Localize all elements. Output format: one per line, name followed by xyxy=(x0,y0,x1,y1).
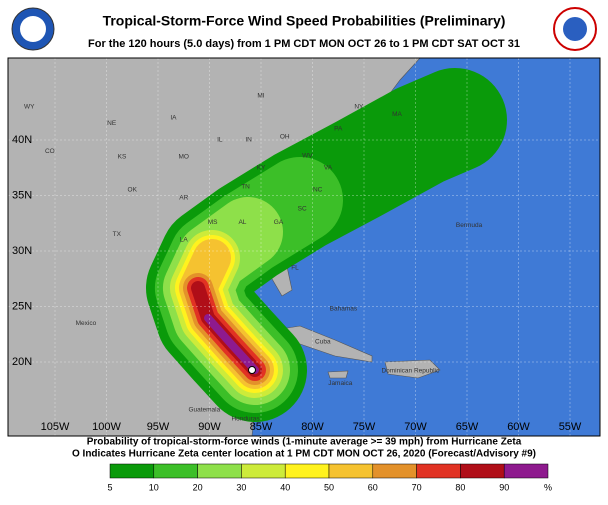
legend-swatch xyxy=(372,463,417,479)
lat-label: 30N xyxy=(12,245,32,257)
place-label: MO xyxy=(179,153,189,160)
place-label: NC xyxy=(313,187,323,194)
place-label: MS xyxy=(208,219,218,226)
legend-label: 50 xyxy=(324,482,334,492)
legend-swatch xyxy=(328,463,374,479)
legend-label: 10 xyxy=(149,482,159,492)
lat-label: 40N xyxy=(12,134,32,146)
place-label: IA xyxy=(170,115,177,122)
place-label: WY xyxy=(24,103,35,110)
place-label: NY xyxy=(354,103,364,110)
place-label: AR xyxy=(179,194,188,201)
land-jamaica xyxy=(327,370,349,379)
place-label: IN xyxy=(245,137,252,144)
legend-label: 20 xyxy=(193,482,203,492)
footer-line: O Indicates Hurricane Zeta center locati… xyxy=(72,449,536,460)
lon-label: 80W xyxy=(301,421,324,433)
place-label: IL xyxy=(217,137,223,144)
place-label: VA xyxy=(324,164,333,171)
lon-label: 85W xyxy=(250,421,273,433)
legend-swatch xyxy=(416,463,461,479)
legend-swatch xyxy=(197,463,242,479)
legend-label: 90 xyxy=(499,482,509,492)
probability-swath xyxy=(146,68,507,422)
land-hispaniola xyxy=(384,359,441,379)
lon-label: 65W xyxy=(456,421,479,433)
legend-swatch xyxy=(503,463,549,479)
axis-labels: 105W 100W 95W 90W 85W 80W 75W 70W 65W 60W 55W 40N 35… xyxy=(12,134,582,433)
lon-label: 100W xyxy=(92,421,121,433)
legend: 5 10 20 30 40 50 60 70 80 90% xyxy=(107,463,552,492)
legend-swatch xyxy=(109,463,155,479)
storm-center xyxy=(248,366,256,374)
place-label: Cuba xyxy=(315,339,331,346)
lon-label: 105W xyxy=(41,421,70,433)
place-label: NE xyxy=(107,120,117,127)
nws-logo xyxy=(553,7,597,51)
place-label: Dominican Republic xyxy=(381,368,440,375)
lon-label: 95W xyxy=(147,421,170,433)
place-label: Bahamas xyxy=(330,305,358,312)
place-label: Mexico xyxy=(76,320,97,327)
place-label: Jamaica xyxy=(328,380,353,387)
legend-swatch xyxy=(153,463,198,479)
place-label: Honduras xyxy=(231,415,260,422)
subtitle: For the 120 hours (5.0 days) from 1 PM C… xyxy=(88,38,520,50)
place-label: KS xyxy=(118,153,127,160)
grid xyxy=(8,58,600,436)
place-label: OH xyxy=(280,133,290,140)
lon-label: 55W xyxy=(559,421,582,433)
legend-label: 30 xyxy=(236,482,246,492)
legend-label: 40 xyxy=(280,482,290,492)
noaa-logo xyxy=(11,7,55,51)
place-label: PA xyxy=(334,126,343,133)
legend-swatch xyxy=(460,463,505,479)
legend-label: 80 xyxy=(455,482,465,492)
place-label: FL xyxy=(291,264,299,271)
place-label: TX xyxy=(113,231,122,238)
lat-label: 25N xyxy=(12,300,32,312)
place-label: KY xyxy=(257,164,266,171)
lat-label: 20N xyxy=(12,356,32,368)
place-label: Guatemala xyxy=(188,406,220,413)
legend-label: 5 xyxy=(107,482,112,492)
place-label: MI xyxy=(257,92,264,99)
lon-label: 60W xyxy=(507,421,530,433)
lat-label: 35N xyxy=(12,189,32,201)
map: WY NE IA MI NY MA CO KS MO IL IN OH PA WV VA KY OK TN NC AR… xyxy=(8,58,600,436)
footer-line: Probability of tropical-storm-force wind… xyxy=(87,437,522,448)
place-label: AL xyxy=(238,219,246,226)
legend-label: % xyxy=(544,482,552,492)
legend-swatch xyxy=(284,463,330,479)
lon-label: 75W xyxy=(353,421,376,433)
place-label: GA xyxy=(274,219,284,226)
place-label: WV xyxy=(302,152,313,159)
place-label: SC xyxy=(298,206,307,213)
place-label: OK xyxy=(128,187,138,194)
place-labels: WY NE IA MI NY MA CO KS MO IL IN OH PA WV VA KY OK TN NC AR… xyxy=(24,92,483,422)
place-label: TN xyxy=(241,183,250,190)
lon-label: 70W xyxy=(404,421,427,433)
legend-swatch xyxy=(241,463,286,479)
probability-contour xyxy=(204,314,259,374)
title: Tropical-Storm-Force Wind Speed Probabil… xyxy=(103,13,506,29)
legend-label: 60 xyxy=(368,482,378,492)
place-label: LA xyxy=(180,237,189,244)
legend-label: 70 xyxy=(412,482,422,492)
map-frame xyxy=(7,57,601,437)
place-label: CO xyxy=(45,148,55,155)
place-label: MA xyxy=(392,111,402,118)
place-label: Bermuda xyxy=(456,222,483,229)
lon-label: 90W xyxy=(198,421,221,433)
